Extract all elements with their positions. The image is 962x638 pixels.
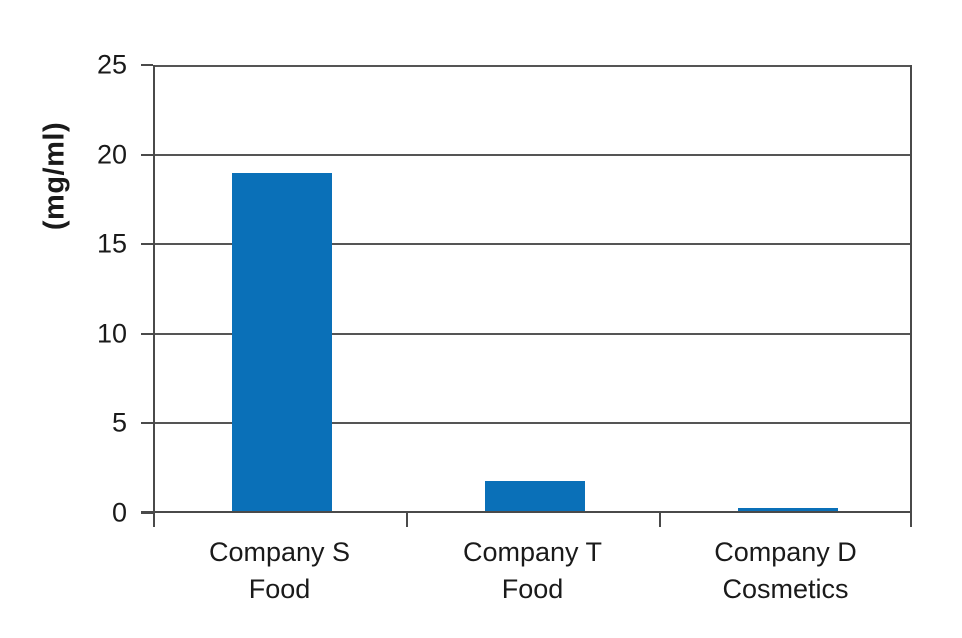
x-tick-mark-3 — [910, 513, 912, 527]
y-axis-title: (mg/ml) — [38, 121, 71, 231]
x-tick-mark-1 — [406, 513, 408, 527]
x-category-label-line: Food — [248, 574, 311, 604]
x-category-label-line: Food — [501, 574, 564, 604]
y-tick-label-0: 0 — [111, 497, 127, 528]
y-tick-label-10: 10 — [96, 318, 127, 349]
bar-company-t — [484, 480, 585, 513]
y-tick-label-20: 20 — [96, 139, 127, 170]
plot-area — [153, 65, 912, 513]
y-tick-label-5: 5 — [111, 407, 127, 438]
y-tick-label-15: 15 — [96, 228, 127, 259]
x-category-label-2: Company T Food — [406, 534, 659, 608]
gridline-y-10 — [155, 332, 910, 335]
gridline-y-5 — [155, 422, 910, 425]
bar-company-d — [737, 507, 838, 513]
x-axis-line — [141, 511, 912, 513]
x-category-label-line: Company S — [208, 537, 351, 567]
y-tick-mark-10 — [141, 332, 153, 335]
y-tick-label-25: 25 — [96, 49, 127, 80]
y-tick-mark-25 — [141, 64, 153, 66]
x-category-label-line: Company T — [462, 537, 603, 567]
x-category-label-1: Company S Food — [153, 534, 406, 608]
gridline-y-15 — [155, 243, 910, 246]
x-category-label-line: Cosmetics — [722, 574, 849, 604]
x-tick-mark-0 — [153, 513, 155, 527]
y-tick-mark-20 — [141, 153, 153, 156]
y-tick-mark-15 — [141, 243, 153, 246]
x-category-label-3: Company D Cosmetics — [659, 534, 912, 608]
gridline-y-20 — [155, 153, 910, 156]
x-category-label-line: Company D — [714, 537, 857, 567]
y-tick-mark-5 — [141, 422, 153, 425]
x-tick-mark-2 — [659, 513, 661, 527]
bar-company-s — [231, 172, 332, 513]
gridline-y-25 — [155, 65, 910, 67]
y-tick-mark-0 — [141, 512, 153, 514]
